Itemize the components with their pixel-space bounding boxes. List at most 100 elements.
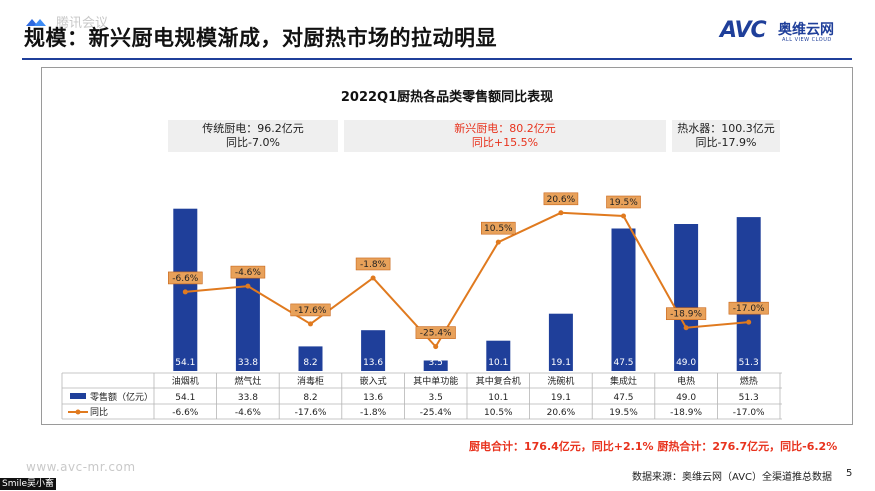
yoy-point-1 (182, 289, 188, 295)
table-value-8: 47.5 (613, 393, 633, 403)
yoy-label-6: 10.5% (484, 224, 513, 234)
yoy-label-bg-6 (480, 221, 516, 235)
category-label-3: 消毒柜 (297, 375, 324, 387)
yoy-label-bg-5 (415, 326, 456, 339)
table-yoy-1: -6.6% (172, 408, 199, 418)
bar-label-9: 49.0 (676, 358, 696, 368)
table-yoy-8: 19.5% (609, 408, 638, 418)
legend-bar-label: 零售额（亿元） (90, 391, 153, 403)
yoy-point-5 (433, 344, 439, 350)
yoy-point-8 (621, 213, 626, 219)
category-label-7: 洗碗机 (547, 375, 574, 387)
bar-label-7: 19.1 (551, 358, 571, 368)
legend-line-label: 同比 (90, 406, 108, 418)
yoy-point-4 (370, 275, 376, 281)
yoy-label-8: 19.5% (609, 198, 638, 208)
table-yoy-3: -17.6% (295, 408, 327, 418)
category-label-6: 其中复合机 (476, 375, 521, 387)
bar-6 (486, 340, 511, 371)
page-title: 规模：新兴厨电规模渐成，对厨热市场的拉动明显 (24, 26, 497, 50)
yoy-label-bg-7 (543, 192, 579, 206)
title-divider (22, 58, 852, 60)
yoy-point-2 (245, 283, 251, 289)
legend-line-marker (75, 409, 81, 415)
group-water-heater-yoy: 同比-17.9% (695, 136, 757, 149)
bar-8 (611, 228, 636, 371)
table-value-3: 8.2 (303, 393, 317, 403)
category-label-4: 嵌入式 (360, 375, 387, 387)
table-value-5: 3.5 (429, 393, 443, 403)
bar-4 (361, 330, 386, 371)
bar-7 (548, 313, 573, 371)
yoy-label-bg-4 (355, 257, 391, 271)
yoy-point-10 (746, 319, 752, 325)
yoy-label-bg-1 (168, 271, 203, 285)
brand-cn: 奥维云网 (778, 22, 834, 38)
table-value-7: 19.1 (551, 393, 571, 403)
yoy-label-bg-2 (230, 265, 266, 279)
category-label-9: 电热 (677, 375, 695, 387)
group-traditional: 传统厨电：96.2亿元 同比-7.0% (168, 120, 338, 152)
yoy-line (185, 211, 749, 349)
bar-label-2: 33.8 (238, 358, 258, 368)
table-value-10: 51.3 (739, 393, 759, 403)
bar-label-3: 8.2 (303, 358, 317, 368)
group-water-heater-total: 热水器：100.3亿元 (677, 122, 775, 135)
table-value-4: 13.6 (363, 393, 383, 403)
bar-5 (423, 360, 448, 371)
yoy-label-4: -1.8% (360, 260, 387, 270)
totals-summary: 厨电合计：176.4亿元，同比+2.1% 厨热合计：276.7亿元，同比-6.2… (469, 440, 838, 453)
chart-panel: 2022Q1厨热各品类零售额同比表现 传统厨电：96.2亿元 同比-7.0% 新… (41, 67, 853, 425)
yoy-label-bg-8 (606, 195, 641, 209)
table-yoy-4: -1.8% (360, 408, 387, 418)
chart-svg: 54.1 33.8 8.2 13.6 3.5 10.1 19.1 47.5 49.0 51.3 -6… (61, 192, 782, 420)
yoy-point-6 (495, 239, 501, 245)
category-label-2: 燃气灶 (234, 375, 261, 387)
bar-10 (736, 217, 761, 371)
yoy-label-1: -6.6% (172, 274, 199, 284)
bar-label-1: 54.1 (175, 358, 195, 368)
group-emerging-yoy: 同比+15.5% (471, 136, 539, 149)
group-traditional-yoy: 同比-7.0% (226, 136, 280, 149)
yoy-label-5: -25.4% (420, 329, 452, 339)
meeting-watermark: 腾讯会议 (56, 16, 109, 31)
author-signature: Smile吴小畜 (0, 478, 57, 490)
bar-label-8: 47.5 (613, 358, 633, 368)
category-label-8: 集成灶 (610, 375, 637, 387)
yoy-point-7 (558, 210, 564, 216)
category-label-5: 其中单功能 (413, 375, 458, 387)
table-value-1: 54.1 (175, 393, 195, 403)
legend-bar-swatch (70, 393, 86, 399)
yoy-point-3 (308, 321, 313, 327)
yoy-label-9: -18.9% (670, 310, 702, 320)
data-source: 数据来源：奥维云网（AVC）全渠道推总数据 (632, 472, 833, 483)
table-yoy-9: -18.9% (670, 408, 702, 418)
bar-3 (298, 346, 323, 371)
bar-9 (674, 224, 699, 371)
yoy-point-9 (683, 325, 689, 331)
table-yoy-2: -4.6% (235, 408, 262, 418)
group-traditional-total: 传统厨电：96.2亿元 (202, 122, 304, 135)
bar-label-5: 3.5 (429, 358, 443, 368)
yoy-label-bg-10 (728, 301, 769, 315)
category-label-1: 油烟机 (172, 375, 199, 387)
group-emerging-total: 新兴厨电：80.2亿元 (454, 122, 556, 135)
table-yoy-7: 20.6% (547, 408, 576, 418)
yoy-label-3: -17.6% (295, 306, 327, 316)
category-label-10: 燃热 (740, 375, 758, 387)
yoy-label-bg-9 (665, 307, 707, 321)
table-value-6: 10.1 (488, 393, 508, 403)
site-watermark: www.avc-mr.com (26, 460, 136, 474)
bar-label-4: 13.6 (363, 358, 383, 368)
yoy-label-10: -17.0% (733, 304, 765, 314)
chart-title: 2022Q1厨热各品类零售额同比表现 (340, 90, 554, 105)
meeting-logo-icon (26, 19, 46, 26)
yoy-label-7: 20.6% (547, 195, 576, 205)
yoy-label-bg-3 (290, 303, 331, 317)
table-value-9: 49.0 (676, 393, 696, 403)
group-emerging: 新兴厨电：80.2亿元 同比+15.5% (344, 120, 666, 152)
yoy-label-2: -4.6% (235, 268, 262, 278)
brand-name: AVC (720, 18, 767, 43)
table-yoy-6: 10.5% (484, 408, 513, 418)
bar-label-10: 51.3 (739, 358, 759, 368)
